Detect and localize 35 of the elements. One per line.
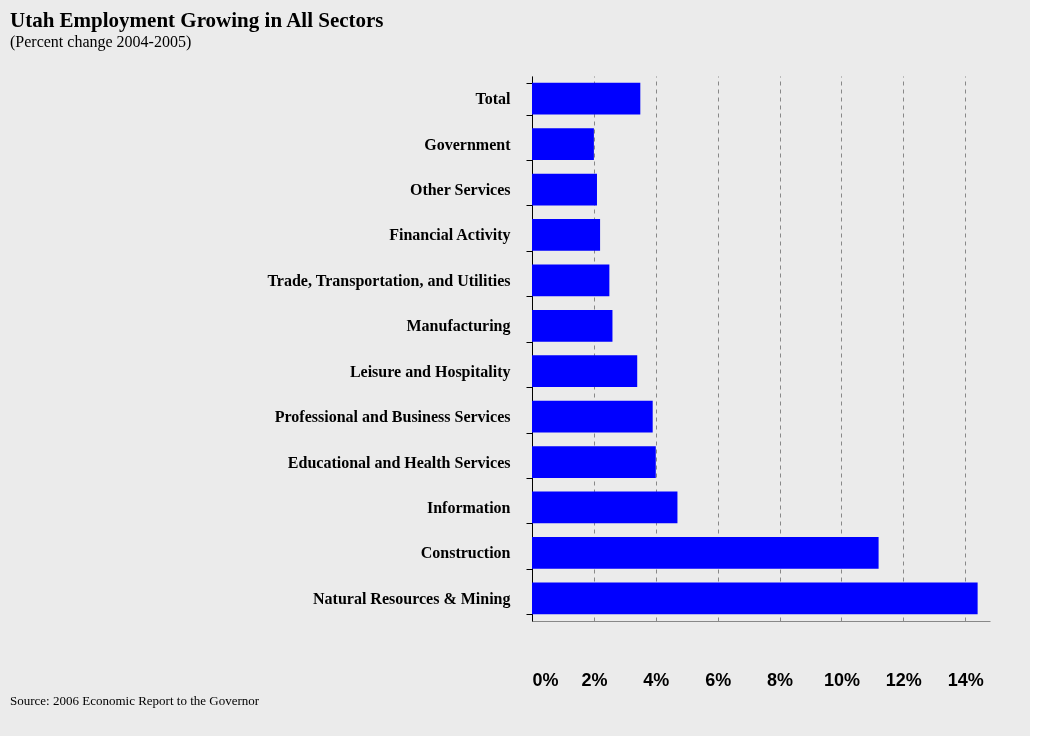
x-tick-label: 10%: [823, 669, 860, 690]
y-tick-label: Construction: [420, 544, 511, 562]
y-tick-label: Total: [475, 90, 512, 108]
text: (Percent change 2004-2005): [10, 33, 192, 51]
bar: [532, 491, 678, 524]
y-tick-label: Other Services: [409, 181, 511, 199]
bar: [532, 264, 610, 297]
x-tick-label: 0%: [532, 669, 559, 690]
text: Utah Employment Growing in All Sectors: [10, 8, 384, 32]
y-tick-label: Professional and Business Services: [274, 408, 511, 426]
x-tick-label: 12%: [885, 669, 922, 690]
x-tick-label: 2%: [581, 669, 608, 690]
bar: [532, 219, 601, 251]
bar: [532, 446, 656, 478]
x-tick-label: 14%: [947, 669, 984, 690]
y-tick-label: Information: [426, 498, 511, 516]
y-tick-label: Financial Activity: [389, 226, 511, 245]
y-tick-label: Leisure and Hospitality: [349, 362, 511, 381]
y-tick-label: Educational and Health Services: [287, 453, 511, 471]
bar: [532, 128, 594, 161]
y-tick-label: Manufacturing: [406, 317, 511, 336]
x-tick-label: 6%: [705, 669, 732, 690]
bar: [532, 355, 638, 388]
bar: [532, 309, 613, 342]
bar: [532, 536, 879, 569]
bar: [532, 173, 597, 206]
y-tick-label: Trade, Transportation, and Utilities: [267, 271, 511, 290]
source-note: Source: 2006 Economic Report to the Governor: [10, 693, 260, 708]
y-tick-label: Government: [424, 135, 512, 153]
bar: [532, 582, 978, 615]
bar: [532, 82, 641, 115]
x-tick-label: 4%: [643, 669, 670, 690]
bar: [532, 400, 653, 433]
y-tick-label: Natural Resources & Mining: [313, 589, 511, 608]
x-tick-label: 8%: [767, 669, 794, 690]
